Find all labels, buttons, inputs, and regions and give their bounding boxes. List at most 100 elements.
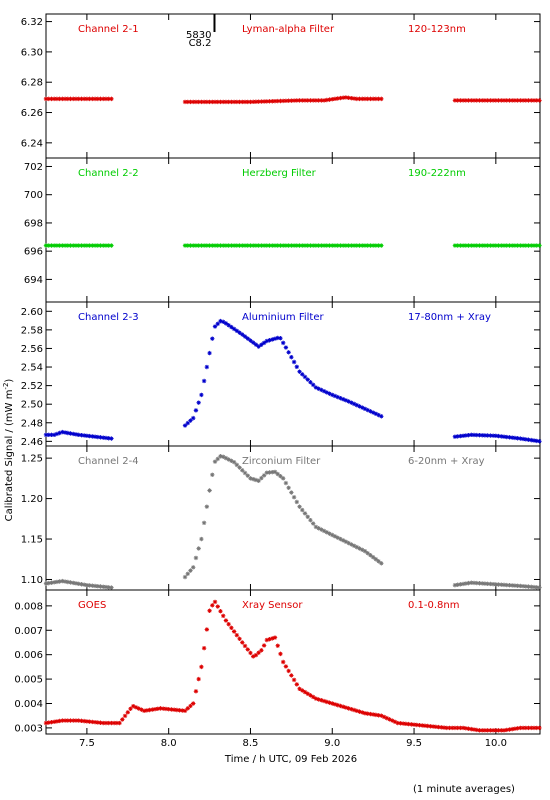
data-point bbox=[207, 243, 212, 248]
data-point bbox=[245, 336, 250, 341]
data-point bbox=[272, 336, 278, 341]
data-point bbox=[111, 720, 117, 726]
data-point bbox=[455, 582, 460, 587]
data-point bbox=[316, 243, 321, 248]
data-point bbox=[240, 99, 245, 105]
data-point bbox=[253, 243, 259, 248]
data-point bbox=[485, 433, 490, 438]
data-point bbox=[81, 433, 87, 438]
series-segment-1 bbox=[43, 578, 114, 590]
data-point bbox=[362, 406, 368, 412]
data-point bbox=[332, 393, 338, 399]
data-point bbox=[365, 550, 370, 556]
data-point bbox=[362, 243, 368, 248]
data-point bbox=[450, 725, 455, 731]
data-point bbox=[57, 96, 62, 102]
data-point bbox=[319, 698, 324, 703]
data-point bbox=[182, 99, 188, 105]
y-tick-label: 702 bbox=[24, 162, 43, 173]
data-point bbox=[245, 99, 250, 105]
data-point bbox=[480, 433, 485, 438]
data-point bbox=[270, 636, 275, 641]
data-point bbox=[507, 727, 512, 732]
data-point bbox=[485, 98, 490, 103]
data-point bbox=[490, 433, 496, 438]
data-point bbox=[338, 243, 343, 248]
data-point bbox=[103, 243, 109, 248]
data-point bbox=[245, 243, 250, 248]
data-point bbox=[316, 386, 321, 391]
data-point bbox=[84, 582, 90, 588]
data-point bbox=[390, 718, 395, 723]
data-point bbox=[73, 581, 79, 586]
data-point bbox=[171, 707, 177, 712]
data-point bbox=[264, 338, 270, 344]
data-point bbox=[477, 728, 482, 733]
data-point bbox=[512, 726, 518, 731]
y-tick-label: 2.48 bbox=[21, 418, 43, 429]
data-point bbox=[204, 99, 210, 105]
data-point bbox=[101, 243, 106, 248]
data-point bbox=[272, 469, 278, 475]
data-point bbox=[512, 583, 518, 588]
data-point bbox=[477, 243, 482, 248]
data-point bbox=[62, 243, 68, 248]
data-point bbox=[223, 455, 229, 461]
data-point bbox=[221, 454, 226, 459]
data-point bbox=[526, 725, 531, 731]
data-point bbox=[71, 580, 76, 586]
data-point bbox=[291, 677, 297, 683]
data-point bbox=[201, 645, 207, 651]
data-point bbox=[480, 728, 485, 733]
data-point bbox=[520, 725, 526, 731]
data-point bbox=[65, 718, 71, 723]
data-point bbox=[360, 405, 365, 410]
data-point bbox=[210, 472, 215, 477]
data-point bbox=[212, 599, 218, 605]
y-tick-label: 6.26 bbox=[21, 108, 43, 119]
data-point bbox=[289, 490, 294, 495]
data-point bbox=[84, 719, 90, 724]
data-point bbox=[191, 99, 196, 105]
data-point bbox=[229, 324, 234, 330]
series-segment-3 bbox=[452, 98, 542, 103]
data-point bbox=[275, 643, 280, 648]
data-point bbox=[43, 432, 49, 438]
data-point bbox=[169, 707, 174, 712]
data-point bbox=[215, 456, 220, 462]
data-point bbox=[215, 604, 220, 609]
data-point bbox=[229, 625, 234, 631]
data-point bbox=[270, 469, 275, 475]
data-point bbox=[474, 432, 479, 438]
data-point bbox=[351, 707, 357, 713]
data-point bbox=[188, 568, 193, 573]
data-point bbox=[204, 504, 210, 509]
data-point bbox=[335, 702, 340, 708]
data-point bbox=[302, 243, 308, 248]
data-point bbox=[518, 98, 523, 103]
data-point bbox=[520, 583, 526, 589]
data-point bbox=[537, 243, 542, 248]
data-point bbox=[68, 96, 73, 102]
data-point bbox=[76, 432, 81, 438]
data-point bbox=[248, 476, 253, 481]
data-point bbox=[316, 697, 321, 702]
data-point bbox=[46, 580, 51, 586]
data-point bbox=[509, 243, 515, 248]
data-point bbox=[294, 98, 300, 103]
filter-name: Lyman-alpha Filter bbox=[242, 24, 335, 35]
data-point bbox=[504, 434, 509, 440]
data-point bbox=[51, 432, 57, 438]
data-point bbox=[480, 581, 485, 586]
data-point bbox=[332, 243, 338, 248]
data-point bbox=[62, 718, 68, 723]
data-point bbox=[201, 99, 207, 105]
data-point bbox=[73, 432, 79, 437]
x-tick-label: 10.0 bbox=[485, 738, 507, 749]
y-tick-label: 694 bbox=[24, 275, 43, 286]
data-point bbox=[460, 581, 466, 587]
data-point bbox=[507, 583, 512, 588]
data-point bbox=[531, 438, 537, 443]
data-point bbox=[261, 473, 267, 478]
y-tick-label: 2.52 bbox=[21, 381, 43, 392]
